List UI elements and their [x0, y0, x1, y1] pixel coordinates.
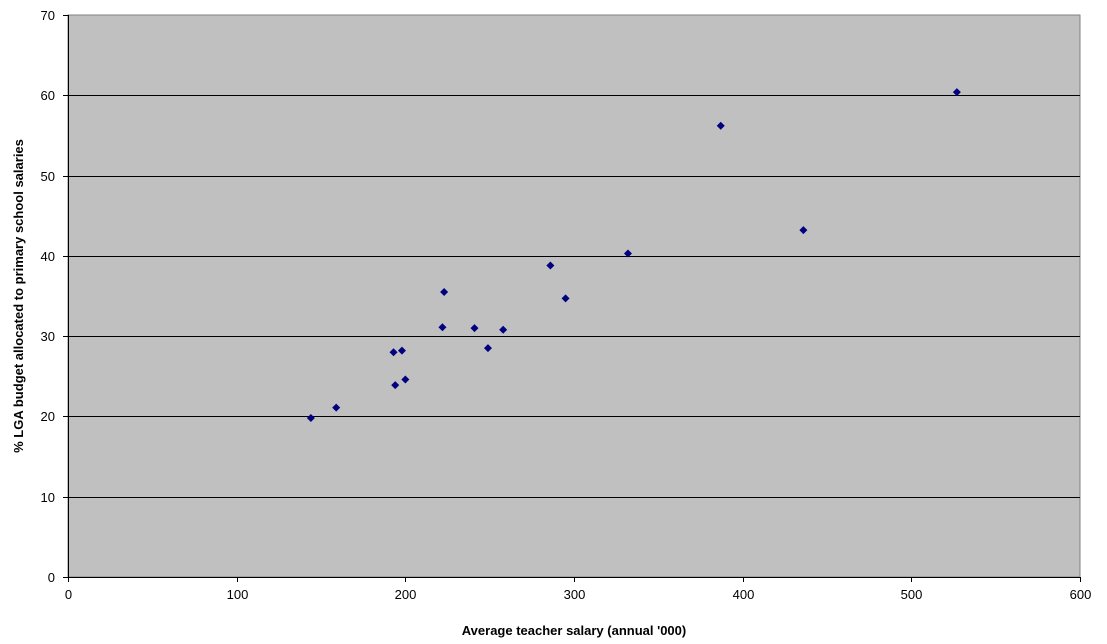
- y-tick-label: 50: [41, 169, 55, 184]
- x-tick-label: 0: [65, 587, 72, 602]
- x-tick-label: 400: [733, 587, 755, 602]
- data-point: [438, 323, 447, 332]
- x-axis-title: Average teacher salary (annual '000): [462, 623, 686, 638]
- data-point: [401, 375, 410, 384]
- data-points: [306, 88, 961, 423]
- y-tick-label: 70: [41, 8, 55, 23]
- data-point: [561, 294, 570, 303]
- data-point: [716, 121, 725, 130]
- x-tick-label: 300: [564, 587, 586, 602]
- x-tick-label: 200: [395, 587, 417, 602]
- data-point: [389, 348, 398, 357]
- gridlines: [68, 95, 1080, 498]
- data-point: [799, 226, 808, 235]
- data-point: [397, 346, 406, 355]
- data-point: [470, 324, 479, 333]
- data-point: [306, 414, 315, 423]
- data-point: [440, 287, 449, 296]
- data-point: [952, 88, 961, 97]
- x-tick-label: 500: [901, 587, 923, 602]
- data-point: [546, 261, 555, 270]
- y-tick-label: 10: [41, 490, 55, 505]
- y-tick-label: 40: [41, 249, 55, 264]
- y-tick-label: 20: [41, 409, 55, 424]
- y-axis-title: % LGA budget allocated to primary school…: [11, 139, 26, 453]
- data-point: [332, 403, 341, 412]
- x-tick-label: 600: [1070, 587, 1092, 602]
- y-tick-label: 30: [41, 329, 55, 344]
- data-point: [623, 249, 632, 258]
- y-axis-ticks: 0 10 20 30 40 50 60 70: [41, 8, 68, 585]
- y-tick-label: 0: [48, 570, 55, 585]
- data-point: [391, 381, 400, 390]
- y-tick-label: 60: [41, 88, 55, 103]
- plot-area: [67, 14, 1081, 578]
- data-point: [499, 325, 508, 334]
- x-axis-ticks: 0 100 200 300 400 500 600: [65, 577, 1091, 602]
- x-tick-label: 100: [227, 587, 249, 602]
- data-point: [483, 344, 492, 353]
